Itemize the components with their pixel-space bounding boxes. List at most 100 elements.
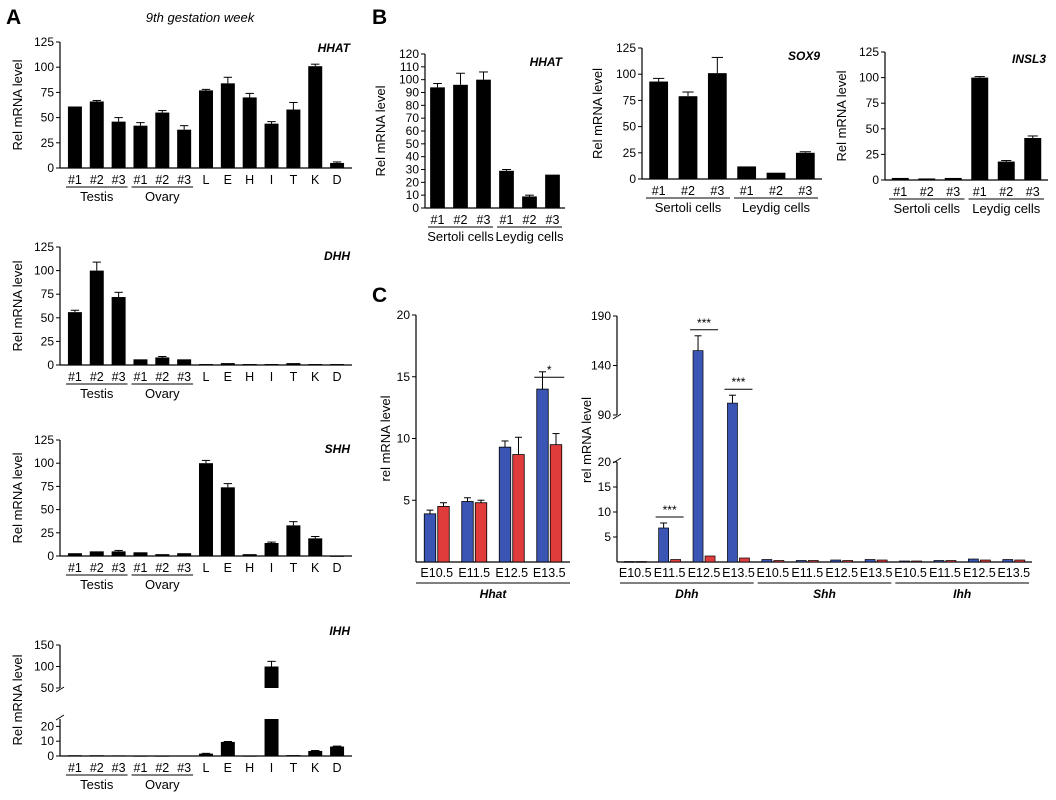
A4-bar-11: [308, 750, 323, 756]
A4-xlabel-8: H: [245, 761, 254, 775]
C2-ytick-label-6: 190: [591, 309, 611, 323]
A1-xlabel-6: L: [203, 173, 210, 187]
A2-group-label-0: Testis: [80, 386, 114, 401]
B1-gene-name: HHAT: [530, 55, 564, 69]
A4-group-label-1: Ovary: [145, 777, 180, 792]
C2-Dhh-bar-1-1: [670, 559, 681, 563]
A1-xlabel-5: #3: [177, 173, 191, 187]
A2-bar-6: [199, 364, 213, 365]
B2-xlabel-2: #3: [710, 184, 724, 198]
A3-xlabel-3: #1: [134, 561, 148, 575]
B3-group-label-0: Sertoli cells: [894, 201, 961, 216]
C2-Ihh-bar-3-0: [1002, 559, 1014, 563]
A3-group-label-1: Ovary: [145, 577, 180, 592]
A4-bar-5: [177, 755, 192, 757]
A2-ytick-label-4: 100: [34, 264, 54, 278]
C2-sig-label-1: ***: [697, 316, 711, 330]
A1-group-label-0: Testis: [80, 189, 114, 204]
A3-xlabel-0: #1: [68, 561, 82, 575]
A3-xlabel-10: T: [290, 561, 298, 575]
B2-ytick-label-3: 75: [623, 93, 637, 107]
A1-xlabel-9: I: [270, 173, 273, 187]
C2-Ihh-xlabel-0: E10.5: [894, 566, 927, 580]
B2-ylabel: Rel mRNA level: [590, 68, 605, 159]
A1-xlabel-4: #2: [155, 173, 169, 187]
C2-ytick-label-5: 140: [591, 359, 611, 373]
B1-ylabel: Rel mRNA level: [373, 85, 388, 176]
C2-Dhh-bar-0-1: [635, 561, 647, 563]
A1-ylabel: Rel mRNA level: [10, 59, 25, 150]
B1-ytick-label-10: 100: [399, 73, 419, 87]
B3-ytick-label-1: 25: [866, 147, 880, 161]
B2-bar-5: [795, 152, 815, 179]
A3-ytick-label-2: 50: [41, 503, 55, 517]
B2-ytick-label-1: 25: [623, 146, 637, 160]
B2-ytick-label-2: 50: [623, 120, 637, 134]
C2-Ihh-bar-1-0: [933, 560, 945, 563]
A4-ytick-label-4: 100: [34, 660, 54, 674]
A4-ylabel: Rel mRNA level: [10, 654, 25, 745]
C1-ytick-label-2: 15: [397, 370, 411, 384]
A2-xlabel-1: #2: [90, 370, 104, 384]
A2-bar-11: [308, 364, 323, 365]
C2-Ihh-xlabel-3: E13.5: [997, 566, 1030, 580]
B1-bar-3: [499, 170, 514, 208]
B1-xlabel-0: #1: [431, 213, 445, 227]
A4-xlabel-10: T: [290, 761, 298, 775]
B1-ytick-label-5: 50: [406, 137, 420, 151]
A4-group-label-0: Testis: [80, 777, 114, 792]
C1-bar-0-0: [423, 513, 437, 563]
A4-bar-12: [330, 746, 345, 756]
A4-bar-9-lower: [264, 719, 279, 756]
C2-gene-name-0: Dhh: [675, 587, 698, 601]
C2-Ihh-bar-3-1: [1014, 559, 1026, 563]
C1-ytick-label-3: 20: [397, 308, 411, 322]
C2-Ihh-xlabel-2: E12.5: [963, 566, 996, 580]
B1-xlabel-2: #3: [477, 213, 491, 227]
C1-xlabel-2: E12.5: [495, 566, 528, 580]
A1-ytick-label-3: 75: [41, 85, 55, 99]
A2-bar-7: [220, 363, 235, 365]
B3-xlabel-5: #3: [1026, 185, 1040, 199]
A3-bar-1: [89, 551, 104, 556]
C2-Dhh-bar-2-0: [692, 350, 704, 563]
B2-gene-name: SOX9: [788, 49, 820, 63]
C2-ytick-label-3: 20: [598, 455, 612, 469]
A3-ytick-label-1: 25: [41, 526, 55, 540]
B2-bar-0: [649, 81, 669, 179]
C1-ytick-label-1: 10: [397, 432, 411, 446]
A2-bar-0: [67, 312, 82, 365]
A1-xlabel-1: #2: [90, 173, 104, 187]
B1-ytick-label-4: 40: [406, 150, 420, 164]
B1-bar-5: [545, 174, 560, 208]
B3-xlabel-2: #3: [946, 185, 960, 199]
A4-ytick-label-0: 0: [47, 749, 54, 763]
A3-bar-12: [330, 556, 345, 557]
C2-Dhh-xlabel-1: E11.5: [654, 566, 686, 580]
A1-group-label-1: Ovary: [145, 189, 180, 204]
A3-xlabel-4: #2: [155, 561, 169, 575]
A2-ylabel: Rel mRNA level: [10, 260, 25, 351]
panel-label-b: B: [372, 6, 387, 29]
B3-ytick-label-3: 75: [866, 96, 880, 110]
A4-bar-3: [133, 755, 148, 757]
A3-gene-name: SHH: [325, 442, 351, 456]
C2-sig-label-0: ***: [663, 503, 677, 517]
C1-bar-2-0: [498, 446, 512, 563]
B1-bar-2: [476, 79, 491, 209]
A3-bar-2: [111, 551, 126, 556]
B1-ytick-label-6: 60: [406, 124, 420, 138]
B1-ytick-label-2: 20: [406, 175, 420, 189]
B1-ytick-label-3: 30: [406, 163, 420, 177]
C2-Dhh-bar-1-0: [658, 527, 669, 563]
C2-Ihh-bar-1-1: [945, 560, 957, 563]
A2-xlabel-4: #2: [155, 370, 169, 384]
A4-bar-1: [89, 755, 104, 757]
A4-ytick-label-5: 150: [34, 638, 54, 652]
A2-bar-12: [330, 364, 345, 365]
C2-ytick-label-2: 15: [598, 480, 612, 494]
A1-bar-6: [199, 90, 213, 168]
A4-gene-name: IHH: [329, 624, 350, 638]
A1-xlabel-0: #1: [68, 173, 82, 187]
